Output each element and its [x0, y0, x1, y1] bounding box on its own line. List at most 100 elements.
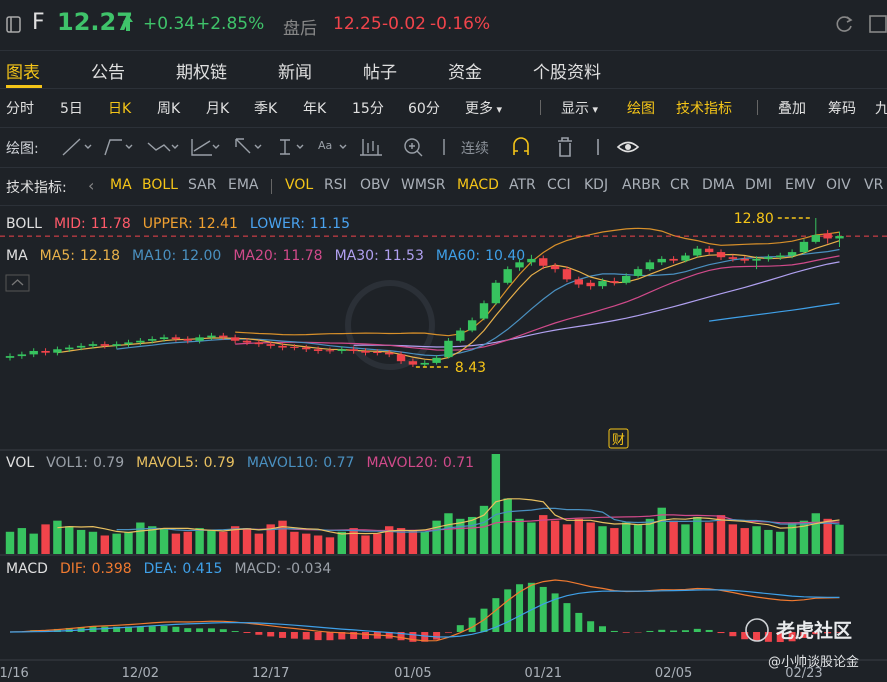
volume-bar	[787, 522, 797, 554]
period-option[interactable]: 叠加	[778, 101, 806, 117]
tab[interactable]: 期权链	[176, 63, 227, 83]
scroll-left[interactable]: ‹	[88, 176, 95, 195]
indicator-option[interactable]: BOLL	[142, 177, 178, 193]
legend-name: VOL	[6, 455, 34, 471]
candle-body	[183, 339, 192, 341]
period-option[interactable]: 技术指标	[676, 101, 732, 117]
indicator-option[interactable]: VR	[864, 177, 884, 193]
indicator-option[interactable]: CCI	[547, 177, 571, 193]
tab[interactable]: 资金	[448, 63, 482, 83]
candle-body	[53, 349, 62, 353]
indicator-option[interactable]: RSI	[324, 177, 347, 193]
volume-bar	[5, 531, 15, 554]
macd-bar	[326, 632, 334, 641]
candle-body	[29, 350, 38, 355]
period-option[interactable]: 周K	[157, 101, 181, 117]
macd-bar	[587, 621, 595, 632]
candle-body	[598, 281, 607, 287]
tab-bar: 图表 公告 期权链 新闻 帖子 资金 个股资料	[0, 50, 887, 89]
menu-icon[interactable]	[6, 16, 22, 34]
legend-value: 11.78	[91, 216, 131, 232]
tab[interactable]: 图表	[6, 63, 40, 83]
volume-bar	[124, 531, 133, 554]
period-option[interactable]: 分时	[6, 101, 34, 117]
indicator-label[interactable]: 技术指标:	[6, 180, 67, 196]
legend-value: 11.15	[310, 216, 350, 232]
period-option[interactable]: 更多	[465, 98, 502, 118]
macd-bar	[492, 598, 500, 632]
period-option[interactable]: 月K	[206, 101, 230, 117]
expand-icon[interactable]	[868, 14, 887, 34]
period-option[interactable]: 绘图	[627, 101, 655, 117]
change: +0.34	[143, 14, 196, 34]
period-option[interactable]: 日K	[108, 101, 132, 117]
indicator-option[interactable]: CR	[670, 177, 690, 193]
indicator-option[interactable]: KDJ	[584, 177, 609, 193]
macd-bar	[255, 632, 263, 635]
period-option[interactable]: 筹码	[828, 101, 856, 117]
macd-bar	[622, 632, 630, 633]
tab[interactable]: 公告	[91, 63, 125, 83]
volume-bar	[112, 533, 121, 554]
period-option[interactable]: 60分	[408, 101, 440, 117]
indicator-option[interactable]: MA	[110, 177, 132, 193]
tab[interactable]: 个股资料	[533, 63, 601, 83]
candle-body	[527, 258, 536, 263]
candle-body	[195, 337, 204, 341]
indicator-option[interactable]: ATR	[509, 177, 536, 193]
legend-label: MA10:	[132, 248, 176, 264]
draw-tools[interactable]	[60, 135, 460, 159]
indicator-option[interactable]: WMSR	[401, 177, 446, 193]
candle-body	[456, 330, 465, 341]
watermark-brand: 老虎社区	[776, 619, 852, 642]
period-option[interactable]: 显示	[561, 98, 598, 118]
indicator-option[interactable]: VOL	[285, 177, 314, 193]
legend-label: MA60:	[436, 248, 480, 264]
tab[interactable]: 帖子	[363, 63, 397, 83]
macd-bar	[504, 589, 512, 632]
macd-bar	[788, 632, 796, 642]
candle-body	[17, 354, 27, 357]
volume-bar	[467, 516, 477, 554]
legend-value: 0.398	[92, 561, 132, 577]
refresh-icon[interactable]	[834, 14, 854, 34]
macd-bar	[362, 632, 369, 640]
period-option[interactable]: 15分	[352, 101, 384, 117]
indicator-option[interactable]: EMV	[785, 177, 816, 193]
continuous-toggle[interactable]: 连续	[461, 141, 489, 157]
event-badge-box	[608, 428, 629, 449]
indicator-option[interactable]: DMA	[702, 177, 735, 193]
macd-bar	[125, 626, 132, 632]
draw-tools-2[interactable]	[510, 135, 650, 159]
indicator-option[interactable]: OBV	[360, 177, 390, 193]
indicator-option[interactable]: MACD	[457, 177, 499, 193]
period-option[interactable]: 5日	[60, 101, 83, 117]
candle-body	[681, 255, 690, 261]
candle-body	[645, 262, 655, 270]
volume-bar	[396, 528, 406, 554]
volume-bar	[183, 531, 192, 554]
indicator-option[interactable]: EMA	[228, 177, 259, 193]
period-option[interactable]: 九	[875, 101, 887, 117]
candle-body	[302, 347, 311, 350]
indicator-option[interactable]: SAR	[188, 177, 217, 193]
period-option[interactable]: 年K	[303, 101, 327, 117]
legend-value: 10.40	[485, 248, 525, 264]
candle-body	[787, 252, 797, 256]
aa-icon[interactable]: Aa	[318, 139, 333, 152]
candle-body	[764, 257, 773, 259]
tab[interactable]: 新闻	[278, 63, 312, 83]
macd-bar	[444, 632, 452, 633]
event-badge: 财	[612, 433, 625, 448]
volume-bar	[456, 518, 465, 554]
indicator-option[interactable]: ARBR	[622, 177, 661, 193]
indicator-option[interactable]: DMI	[745, 177, 772, 193]
volume-bar	[361, 535, 370, 554]
macd-bar	[646, 630, 654, 632]
indicator-option[interactable]: OIV	[826, 177, 851, 193]
boll-upper	[235, 227, 840, 337]
macd-bar	[599, 626, 606, 632]
candle-body	[669, 258, 678, 261]
period-option[interactable]: 季K	[254, 101, 278, 117]
